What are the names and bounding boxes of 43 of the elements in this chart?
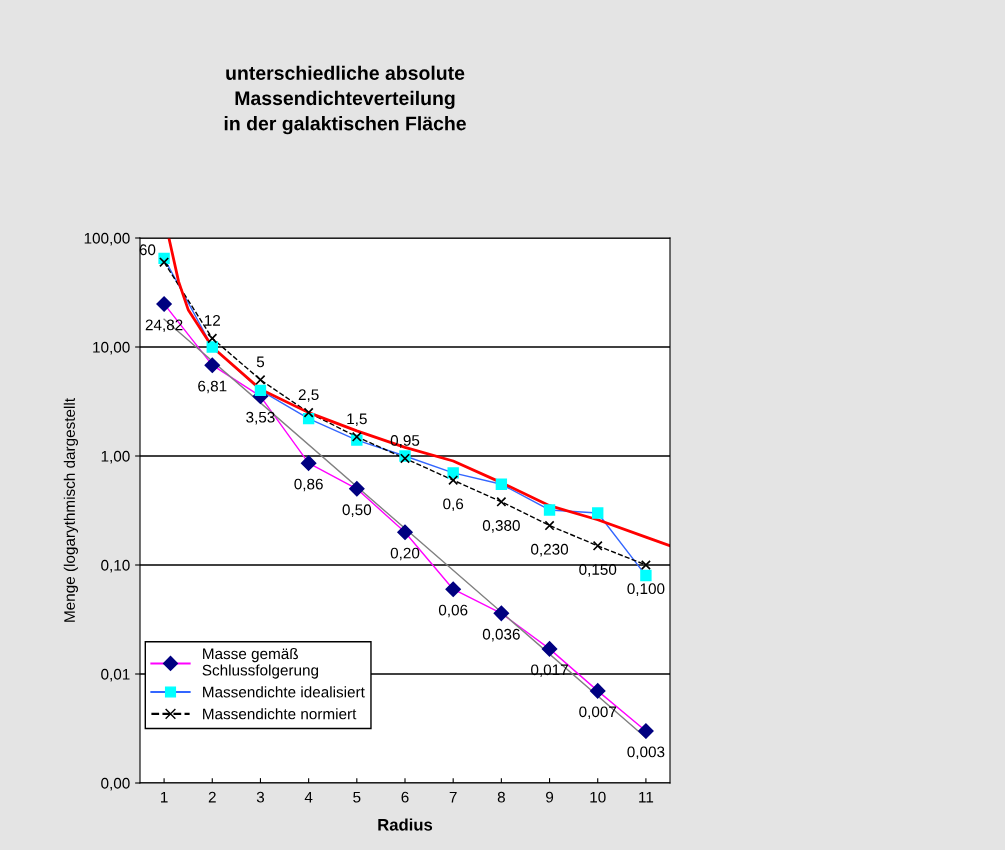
y-tick-label: 0,10 <box>101 559 130 573</box>
data-label: 0,100 <box>627 583 665 596</box>
x-tick-label: 8 <box>497 791 505 803</box>
x-tick-label: 3 <box>256 791 265 803</box>
data-label: 0,003 <box>627 746 665 760</box>
x-tick-label: 11 <box>639 791 654 803</box>
data-label: 5 <box>256 356 265 368</box>
data-label: 0,50 <box>342 504 372 517</box>
x-tick-label: 4 <box>304 791 313 803</box>
legend-label: Massendichte normiert <box>203 708 357 720</box>
data-label: 6,81 <box>198 380 227 394</box>
x-tick-label: 5 <box>353 791 361 803</box>
data-label: 0,20 <box>390 547 420 561</box>
data-label: 0,230 <box>531 543 569 557</box>
x-tick-label: 1 <box>161 791 168 803</box>
x-tick-label: 2 <box>208 791 216 803</box>
y-tick-label: 1,00 <box>101 450 130 464</box>
data-label: 0,06 <box>438 604 468 618</box>
data-label: 0,6 <box>443 498 464 512</box>
data-label: 0,86 <box>294 478 323 492</box>
legend-label: Massendichte idealisiert <box>203 686 365 698</box>
data-label: 0,95 <box>390 435 420 448</box>
y-axis-title: Menge (logarythmisch dargestellt <box>63 398 78 622</box>
x-tick-label: 10 <box>590 791 606 803</box>
data-label: 1,5 <box>347 413 367 427</box>
x-axis-title: Radius <box>378 818 433 831</box>
chart-title: unterschiedliche absolute Massendichteverteilung in der galaktischen Fläche <box>224 65 466 135</box>
x-tick-label: 9 <box>546 791 554 803</box>
y-tick-label: 0,00 <box>101 777 130 791</box>
data-label: 0,380 <box>482 520 520 533</box>
data-label: 3,53 <box>246 411 275 425</box>
y-tick-label: 100,00 <box>84 232 130 246</box>
data-label: 0,150 <box>579 564 617 577</box>
data-label: 12 <box>204 314 220 326</box>
x-tick-label: 6 <box>401 791 409 803</box>
data-label: 0,007 <box>579 706 617 720</box>
data-label: 0,036 <box>482 628 520 642</box>
x-tick-label: 7 <box>449 791 457 803</box>
y-tick-label: 0,01 <box>101 668 130 682</box>
y-tick-label: 10,00 <box>93 341 130 355</box>
data-label: 2,5 <box>298 389 319 402</box>
data-label: 24,82 <box>145 319 183 333</box>
legend-label: Masse gemäß Schlussfolgerung <box>202 647 319 679</box>
